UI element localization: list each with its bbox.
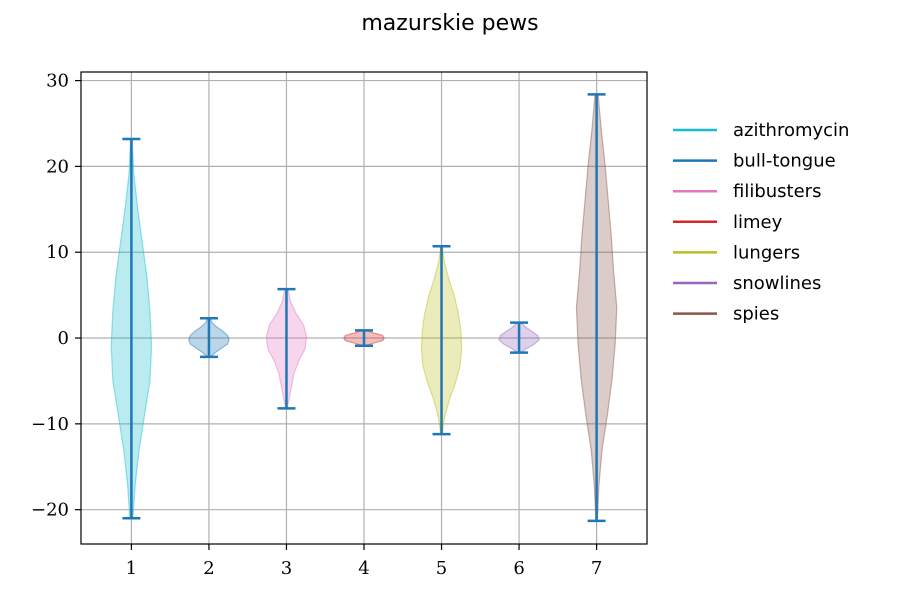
legend-label: spies [733, 304, 779, 325]
chart-title: mazurskie pews [361, 11, 538, 36]
legend-label: limey [733, 212, 783, 233]
legend-label: azithromycin [733, 120, 849, 141]
x-tick-label: 3 [281, 558, 292, 579]
legend-label: filibusters [733, 181, 821, 202]
legend: azithromycin bull-tongue filibusters limey l… [673, 120, 849, 325]
legend-label: snowlines [733, 273, 821, 294]
y-axis: −20 −10 0 10 20 30 [31, 71, 81, 521]
legend-label: lungers [733, 242, 800, 263]
y-tick-label: 0 [58, 328, 69, 349]
grid-lines [81, 72, 647, 544]
x-tick-label: 2 [203, 558, 214, 579]
x-tick-label: 1 [126, 558, 137, 579]
violin-whiskers [122, 93, 606, 523]
legend-label: bull-tongue [733, 151, 836, 172]
y-tick-label: 20 [46, 156, 69, 177]
y-tick-label: 10 [46, 242, 69, 263]
y-tick-label: −10 [31, 414, 69, 435]
y-tick-label: 30 [46, 71, 69, 92]
x-tick-label: 6 [513, 558, 524, 579]
x-tick-label: 5 [436, 558, 447, 579]
x-tick-label: 7 [591, 558, 602, 579]
y-tick-label: −20 [31, 500, 69, 521]
x-tick-label: 4 [358, 558, 369, 579]
x-axis: 1 2 3 4 5 6 7 [126, 544, 602, 579]
